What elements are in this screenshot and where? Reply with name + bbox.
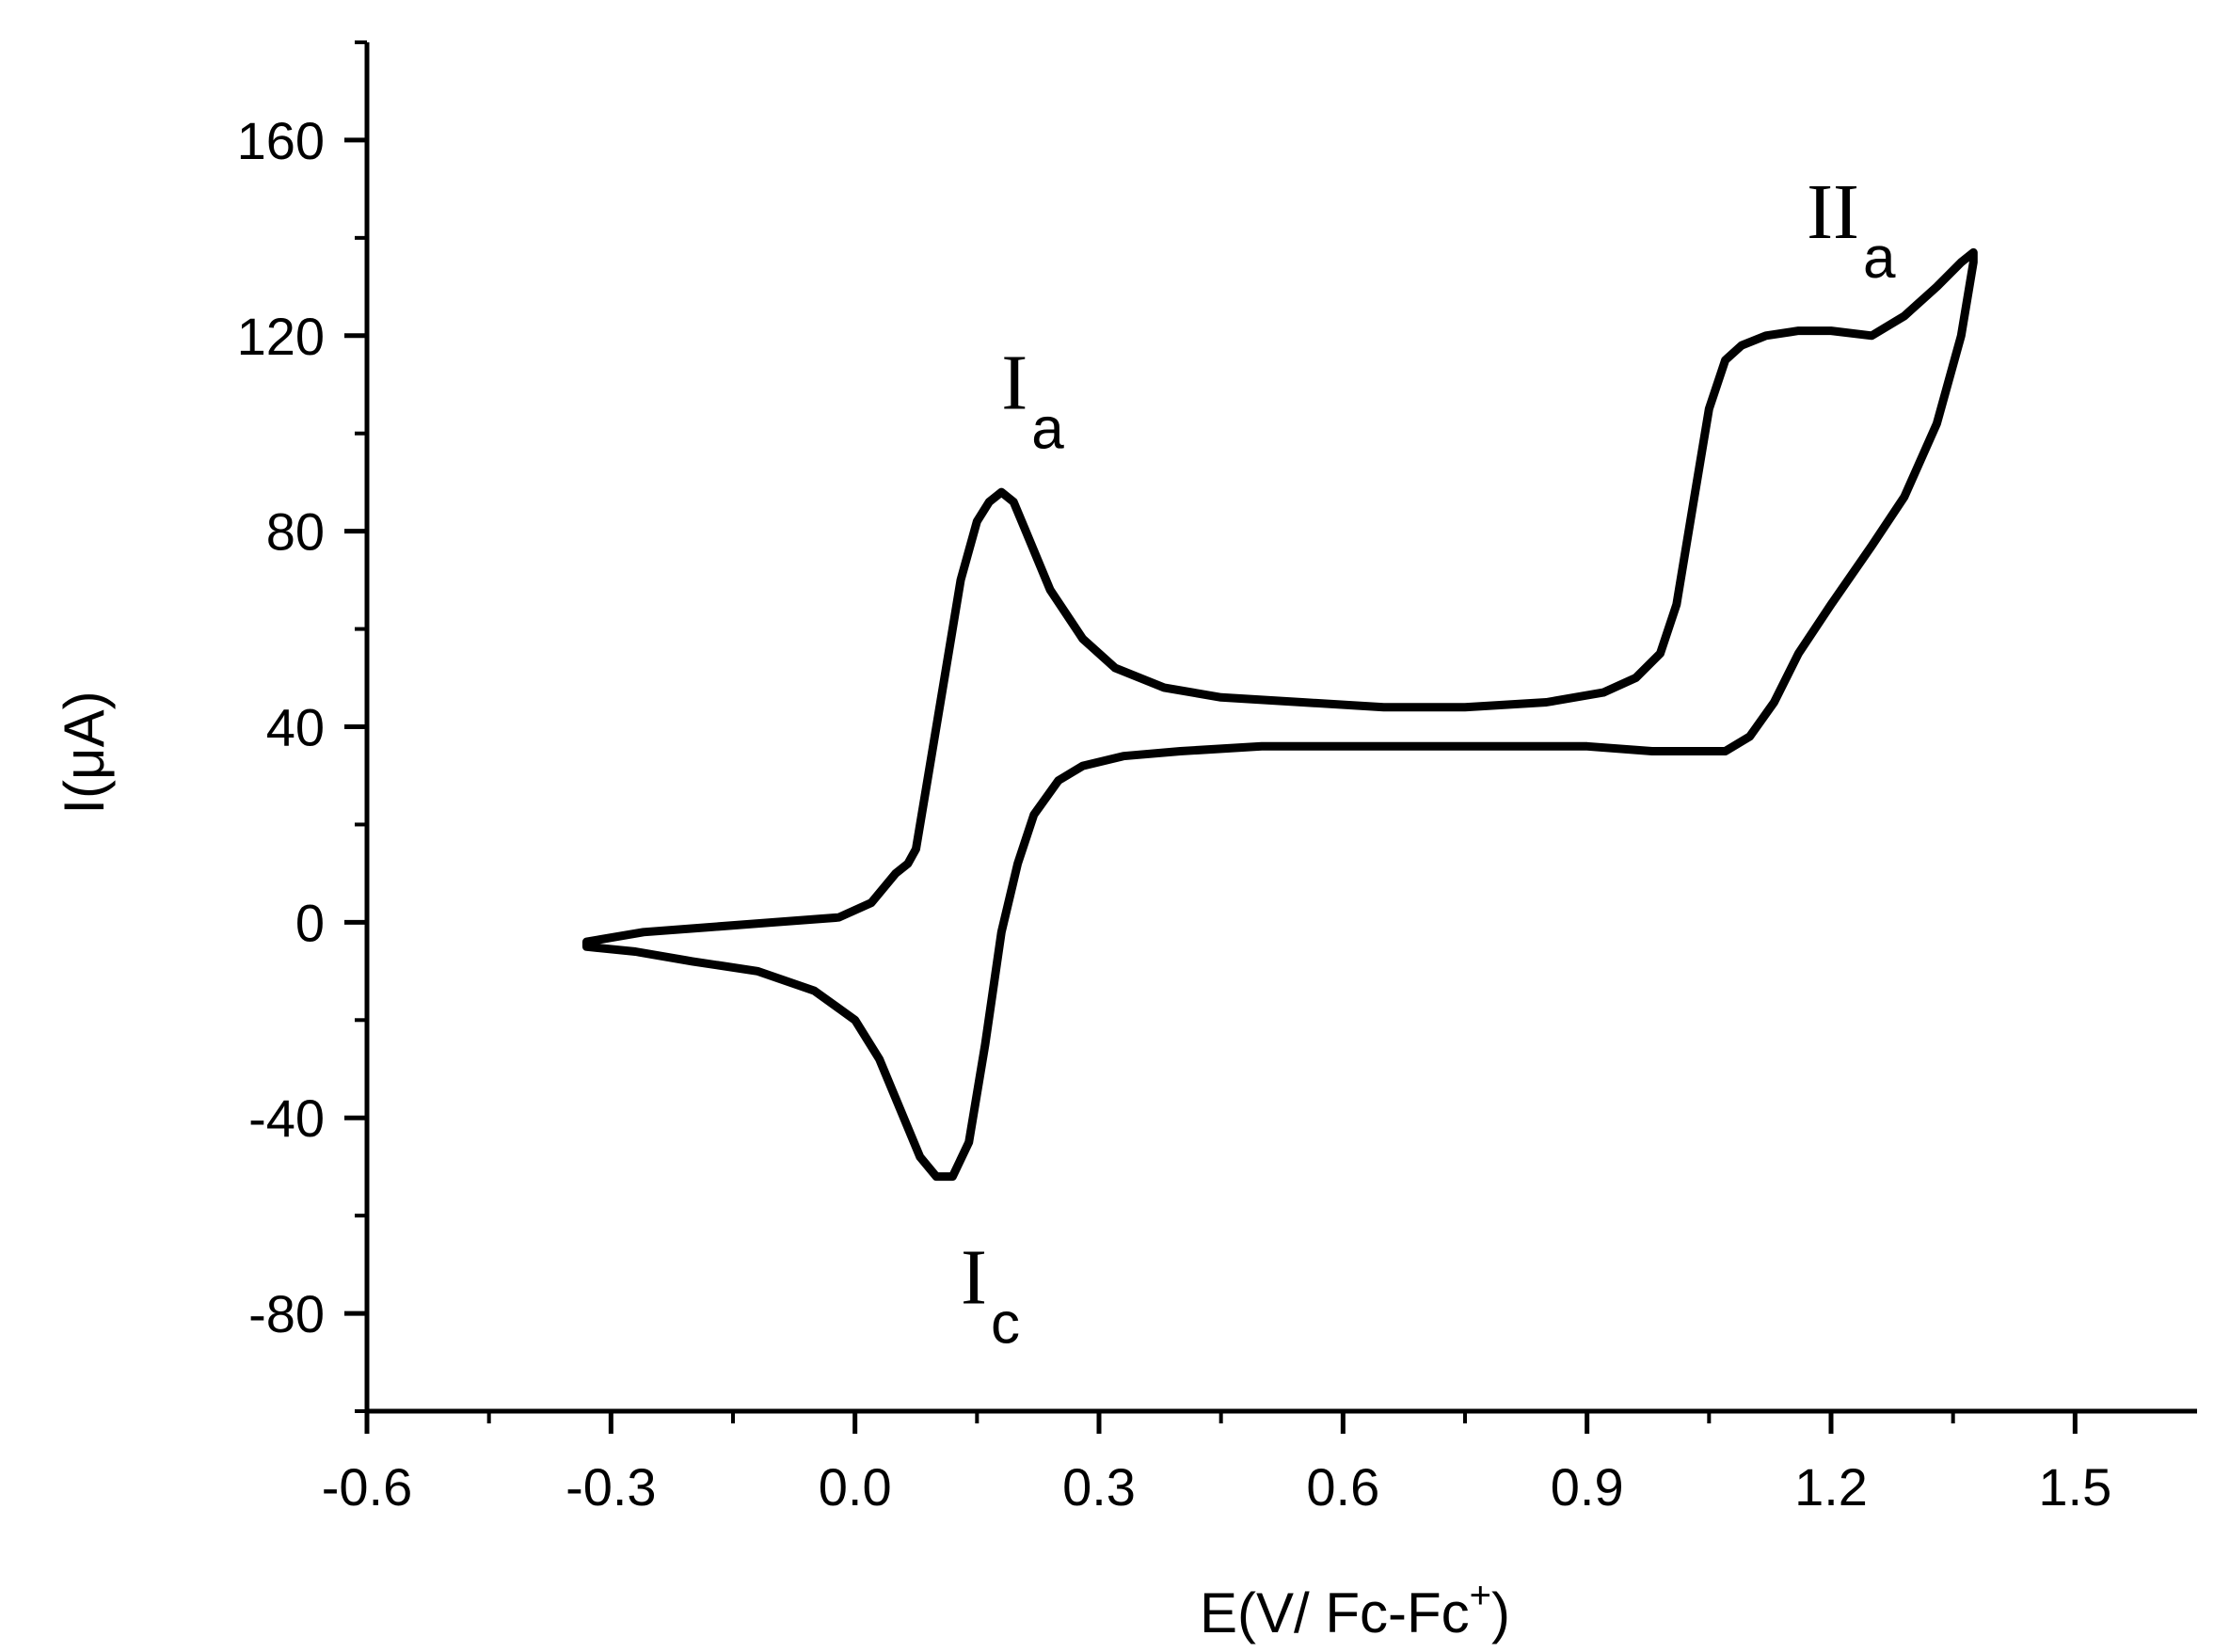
x-tick-label: 1.5: [2038, 1457, 2111, 1517]
x-tick-label: 0.3: [1062, 1457, 1136, 1517]
peak-label-main: I: [961, 1234, 987, 1322]
y-axis-title: I(μA): [53, 691, 116, 814]
peak-label-subscript: c: [991, 1292, 1020, 1357]
x-axis-title: E(V/ Fc-Fc+): [1200, 1575, 1510, 1644]
axes: [364, 42, 2197, 1414]
ticks: [344, 40, 2078, 1434]
peak-label-main: I: [1001, 340, 1027, 427]
x-axis-title-text: E(V/ Fc-Fc: [1200, 1581, 1470, 1644]
x-tick-label: 1.2: [1794, 1457, 1868, 1517]
x-tick-label: 0.6: [1306, 1457, 1379, 1517]
peak-label-main: II: [1807, 168, 1859, 256]
peak-label: Ia: [1001, 340, 1064, 462]
y-tick-label: -80: [248, 1284, 325, 1343]
tick-labels: -0.6 -0.3 0.0 0.3 0.6 0.9 1.2 1.5 -80 -40 0 40 80 120…: [237, 111, 2112, 1517]
x-axis-title-close: ): [1491, 1581, 1510, 1644]
x-tick-label: 0.0: [819, 1457, 892, 1517]
y-tick-label: -40: [248, 1088, 325, 1148]
y-tick-label: 160: [237, 111, 325, 170]
y-tick-label: 0: [295, 893, 325, 952]
peak-label-subscript: a: [1863, 226, 1896, 291]
x-axis-title-superscript: +: [1470, 1575, 1491, 1616]
y-tick-label: 80: [266, 502, 325, 562]
peak-label: Ic: [961, 1234, 1020, 1357]
x-tick-label: -0.6: [322, 1457, 413, 1517]
x-tick-label: -0.3: [565, 1457, 657, 1517]
y-tick-label: 120: [237, 307, 325, 366]
x-tick-label: 0.9: [1551, 1457, 1624, 1517]
peak-label: IIa: [1807, 168, 1896, 291]
peak-label-subscript: a: [1031, 397, 1064, 462]
cv-curve-series: [581, 247, 1978, 1182]
y-tick-label: 40: [266, 698, 325, 757]
